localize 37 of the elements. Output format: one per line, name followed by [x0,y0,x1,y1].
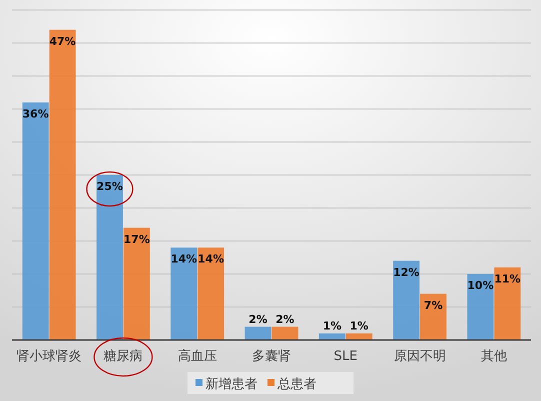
data-label: 2% [276,312,294,326]
x-tick-label: 多囊肾 [252,349,291,364]
bar [272,326,298,340]
data-label: 1% [350,319,368,332]
x-tick-label: 高血压 [178,348,217,364]
bar [96,175,123,340]
data-label: 2% [248,312,268,326]
bar [420,294,446,340]
data-label: 14% [170,252,198,266]
bar [346,333,372,340]
data-label: 10% [467,279,494,292]
data-label: 17% [124,232,150,246]
x-tick-label: 糖尿病 [104,349,143,364]
legend-label: 新增患者 [206,377,258,392]
data-label: 36% [22,107,49,120]
x-tick-label: 其他 [480,349,507,364]
data-label: 47% [49,34,76,48]
bar [22,102,49,340]
data-label: 25% [96,180,123,193]
data-label: 1% [322,319,342,332]
bar [49,30,76,340]
x-tick-label: SLE [334,349,358,364]
data-label: 14% [198,252,224,266]
bar [467,274,494,340]
bar [244,326,272,340]
x-tick-label: 肾小球肾炎 [16,349,82,364]
bar [393,260,420,340]
data-label: 7% [424,298,443,312]
data-label: 11% [494,272,521,286]
bar [170,248,198,340]
bar [494,267,521,340]
bar [198,248,224,340]
legend-label: 总患者 [276,377,316,392]
bar [123,228,150,340]
x-tick-label: 原因不明 [394,349,446,364]
data-label: 12% [393,266,420,279]
bar [318,333,346,340]
